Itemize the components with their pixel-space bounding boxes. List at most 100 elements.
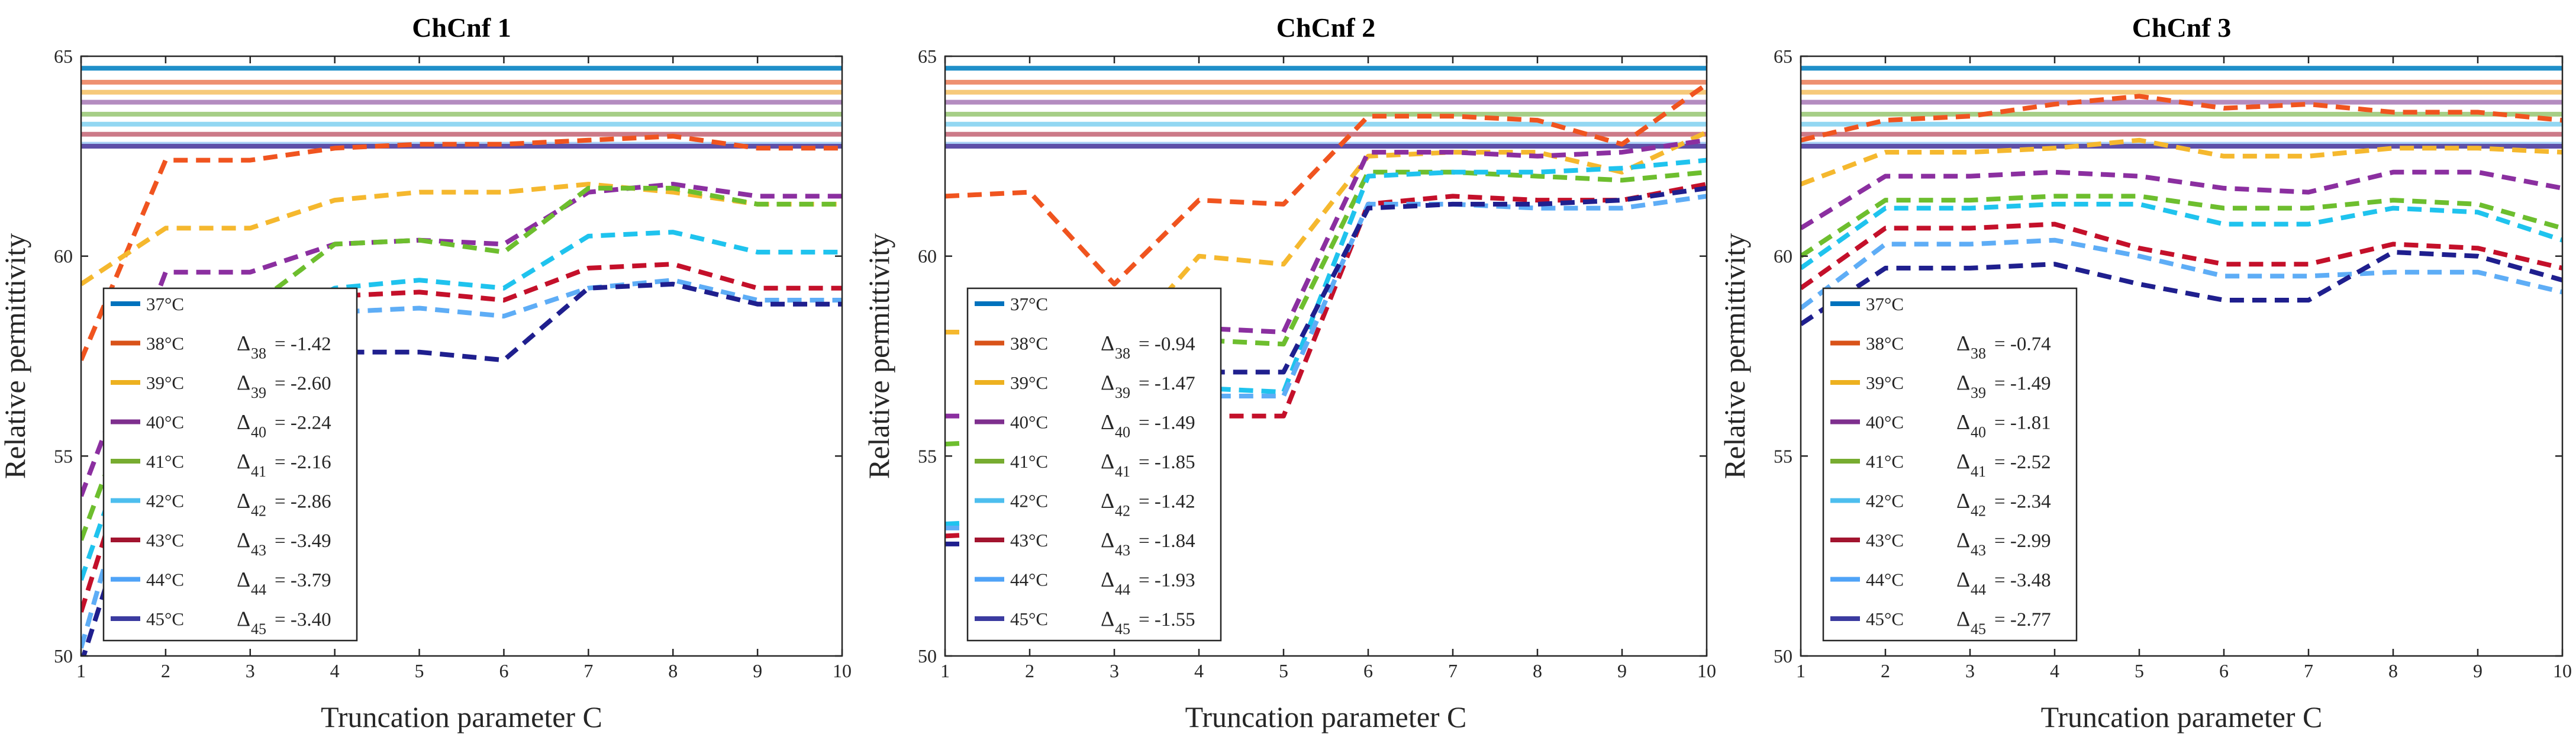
delta-subscript: 41 bbox=[251, 463, 266, 480]
x-tick-label: 8 bbox=[668, 660, 678, 681]
x-tick-label: 7 bbox=[583, 660, 593, 681]
x-tick-label: 9 bbox=[2473, 660, 2482, 681]
delta-value: = -2.16 bbox=[275, 452, 331, 473]
legend-entry: 44°C Δ 44 = -1.93 bbox=[975, 568, 1195, 599]
delta-symbol: Δ bbox=[1101, 607, 1114, 630]
delta-subscript: 42 bbox=[251, 503, 266, 520]
chart-title: ChCnf 1 bbox=[412, 12, 511, 43]
delta-value: = -2.24 bbox=[275, 413, 331, 434]
legend-label: 45°C bbox=[146, 609, 184, 629]
delta-subscript: 42 bbox=[1115, 503, 1130, 520]
axes-box bbox=[80, 55, 843, 657]
delta-subscript: 40 bbox=[1115, 424, 1130, 441]
legend-label: 40°C bbox=[1866, 412, 1904, 433]
y-tick-label: 65 bbox=[918, 46, 937, 67]
delta-symbol: Δ bbox=[237, 449, 250, 473]
x-tick-label: 4 bbox=[1194, 660, 1204, 681]
delta-value: = -3.79 bbox=[275, 570, 331, 591]
series-line-43c bbox=[945, 182, 1707, 539]
legend-entry: 42°C Δ 42 = -2.86 bbox=[111, 489, 331, 520]
legend-entry: 37°C bbox=[975, 294, 1048, 314]
delta-subscript: 43 bbox=[1115, 542, 1130, 559]
legend-label: 38°C bbox=[1866, 333, 1904, 354]
y-tick-label: 60 bbox=[1774, 246, 1792, 267]
legend-entry: 45°C Δ 45 = -3.40 bbox=[111, 607, 331, 638]
delta-value: = -1.85 bbox=[1139, 452, 1195, 473]
x-axis-label: Truncation parameter C bbox=[2041, 700, 2323, 734]
legend-label: 44°C bbox=[1866, 570, 1904, 590]
delta-value: = -1.81 bbox=[1994, 413, 2051, 434]
legend-entry: 37°C bbox=[1830, 294, 1904, 314]
x-tick-label: 3 bbox=[246, 660, 255, 681]
y-tick-label: 60 bbox=[54, 246, 73, 267]
series-line-43c bbox=[1801, 221, 2562, 290]
delta-subscript: 43 bbox=[1971, 542, 1986, 559]
y-tick-label: 55 bbox=[918, 445, 937, 467]
delta-symbol: Δ bbox=[1101, 528, 1114, 552]
legend-label: 39°C bbox=[1010, 372, 1048, 393]
legend-entry: 38°C Δ 38 = -0.94 bbox=[975, 332, 1195, 362]
legend-label: 39°C bbox=[1866, 372, 1904, 393]
legend-label: 38°C bbox=[1010, 333, 1048, 354]
legend-label: 43°C bbox=[1866, 530, 1904, 551]
legend-entry: 39°C Δ 39 = -1.49 bbox=[1830, 371, 2051, 401]
series-line-42c bbox=[945, 157, 1707, 527]
legend-entry: 40°C Δ 40 = -1.81 bbox=[1830, 410, 2051, 441]
delta-subscript: 44 bbox=[1971, 581, 1986, 599]
legend-entry: 41°C Δ 41 = -1.85 bbox=[975, 449, 1195, 480]
x-axis-label: Truncation parameter C bbox=[1185, 700, 1467, 734]
x-tick-label: 1 bbox=[940, 660, 950, 681]
series-line-38c bbox=[81, 134, 842, 361]
x-tick-label: 9 bbox=[753, 660, 762, 681]
delta-symbol: Δ bbox=[237, 607, 250, 630]
plot-data bbox=[1801, 66, 2562, 326]
x-tick-label: 8 bbox=[2388, 660, 2398, 681]
series-line-40c bbox=[945, 137, 1707, 427]
delta-symbol: Δ bbox=[1956, 489, 1970, 513]
y-tick-label: 55 bbox=[1774, 445, 1792, 467]
legend-label: 41°C bbox=[1866, 451, 1904, 472]
delta-subscript: 41 bbox=[1971, 463, 1986, 480]
delta-subscript: 44 bbox=[251, 581, 266, 599]
x-tick-label: 10 bbox=[833, 660, 852, 681]
axes-box bbox=[1800, 55, 2564, 657]
plot-data bbox=[81, 66, 842, 656]
legend-label: 43°C bbox=[146, 530, 184, 551]
y-tick-label: 50 bbox=[918, 645, 937, 667]
x-tick-label: 2 bbox=[161, 660, 170, 681]
delta-value: = -2.77 bbox=[1994, 609, 2051, 630]
delta-symbol: Δ bbox=[1956, 449, 1970, 473]
delta-subscript: 42 bbox=[1971, 503, 1986, 520]
delta-subscript: 39 bbox=[1971, 384, 1986, 401]
series-line-41c bbox=[1801, 194, 2562, 259]
delta-symbol: Δ bbox=[237, 528, 250, 552]
legend-label: 44°C bbox=[1010, 570, 1048, 590]
legend-entry: 40°C Δ 40 = -2.24 bbox=[111, 410, 331, 441]
x-tick-label: 2 bbox=[1025, 660, 1034, 681]
series-line-42c bbox=[1801, 201, 2562, 271]
legend-entry: 45°C Δ 45 = -2.77 bbox=[1830, 607, 2051, 638]
y-axis-label: Relative permittivity bbox=[0, 233, 31, 479]
legend-entry: 43°C Δ 43 = -1.84 bbox=[975, 528, 1195, 559]
delta-value: = -2.52 bbox=[1994, 452, 2051, 473]
x-tick-label: 5 bbox=[415, 660, 424, 681]
legend-label: 42°C bbox=[1866, 491, 1904, 511]
delta-subscript: 40 bbox=[1971, 424, 1986, 441]
delta-symbol: Δ bbox=[237, 568, 250, 591]
delta-value: = -0.74 bbox=[1994, 334, 2051, 355]
y-axis-label: Relative permittivity bbox=[1718, 233, 1751, 479]
delta-value: = -3.49 bbox=[275, 530, 331, 552]
series-line-40c bbox=[81, 182, 842, 497]
legend-entry: 43°C Δ 43 = -2.99 bbox=[1830, 528, 2051, 559]
legend-entry: 42°C Δ 42 = -2.34 bbox=[1830, 489, 2051, 520]
legend-entry: 38°C Δ 38 = -0.74 bbox=[1830, 332, 2051, 362]
x-tick-label: 4 bbox=[330, 660, 340, 681]
delta-symbol: Δ bbox=[237, 332, 250, 355]
delta-symbol: Δ bbox=[237, 371, 250, 394]
axes-box bbox=[944, 55, 1708, 657]
x-tick-label: 10 bbox=[2553, 660, 2572, 681]
y-tick-label: 60 bbox=[918, 246, 937, 267]
